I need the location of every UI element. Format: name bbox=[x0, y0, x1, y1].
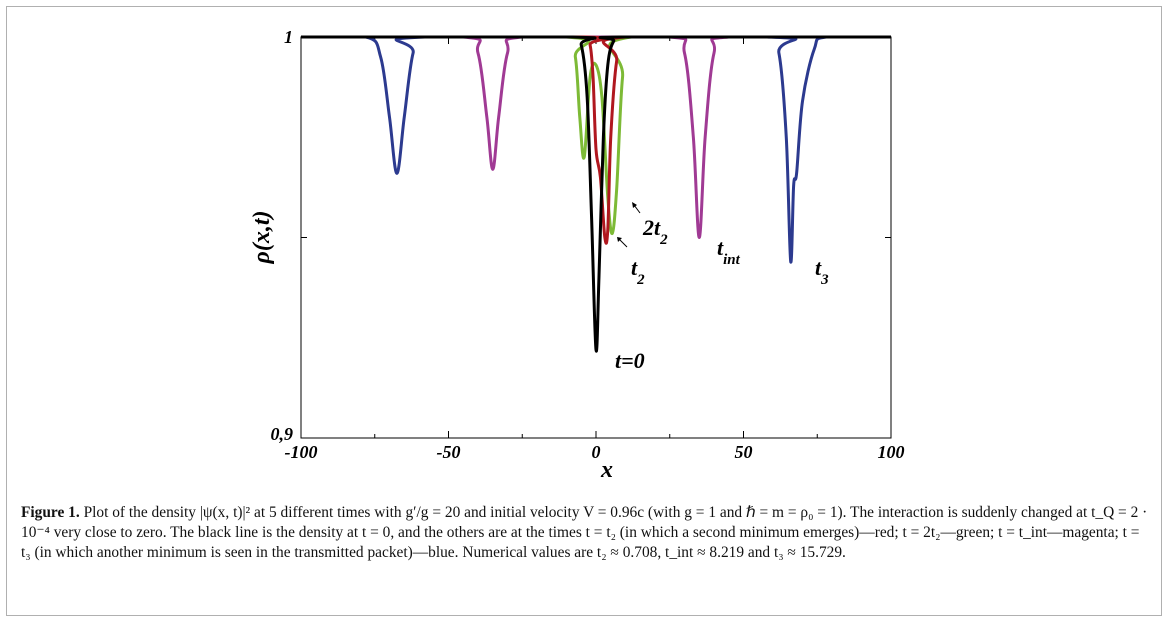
caption-label: Figure 1. bbox=[21, 504, 80, 521]
annotation-2t2-base: 2t bbox=[642, 215, 661, 240]
svg-text:2t2: 2t2 bbox=[642, 215, 668, 248]
figure-frame: -100 -50 0 50 100 1 0,9 x ρ(x,t) t=0 t2 2t2 … bbox=[6, 6, 1162, 616]
annotation-t2: t2 bbox=[617, 237, 645, 288]
series-group bbox=[301, 35, 891, 353]
figure-caption: Figure 1. Plot of the density |ψ(x, t)|²… bbox=[21, 503, 1151, 563]
x-tick-label: 50 bbox=[735, 442, 753, 462]
annotation-2t2: 2t2 bbox=[632, 202, 668, 248]
annotation-t3-sub: 3 bbox=[820, 272, 829, 288]
annotation-tint-base: t bbox=[717, 235, 724, 260]
series-line-t0 bbox=[301, 35, 891, 353]
x-tick-label: -50 bbox=[437, 442, 461, 462]
svg-text:t3: t3 bbox=[815, 255, 829, 288]
annotation-2t2-sub: 2 bbox=[659, 232, 668, 248]
caption-text: Plot of the density |ψ(x, t)|² at 5 diff… bbox=[21, 504, 1148, 561]
y-tick-label-top: 1 bbox=[284, 27, 293, 47]
annotation-t2-base: t bbox=[631, 255, 638, 280]
svg-text:tint: tint bbox=[717, 235, 741, 268]
annotation-tint-sub: int bbox=[723, 252, 741, 268]
y-tick-label-bottom: 0,9 bbox=[271, 424, 294, 444]
x-tick-label: 100 bbox=[878, 442, 905, 462]
annotation-t0: t=0 bbox=[615, 348, 645, 373]
x-tick-label: 0 bbox=[592, 442, 601, 462]
density-plot: -100 -50 0 50 100 1 0,9 x ρ(x,t) t=0 t2 2t2 … bbox=[249, 27, 905, 483]
annotation-t3: t3 bbox=[815, 255, 829, 288]
x-axis-title: x bbox=[600, 457, 613, 483]
annotation-t2-sub: 2 bbox=[636, 272, 645, 288]
svg-text:t2: t2 bbox=[631, 255, 645, 288]
annotation-t3-base: t bbox=[815, 255, 822, 280]
y-axis-title: ρ(x,t) bbox=[249, 210, 275, 264]
x-tick-label: -100 bbox=[285, 442, 318, 462]
annotation-tint: tint bbox=[717, 235, 741, 268]
